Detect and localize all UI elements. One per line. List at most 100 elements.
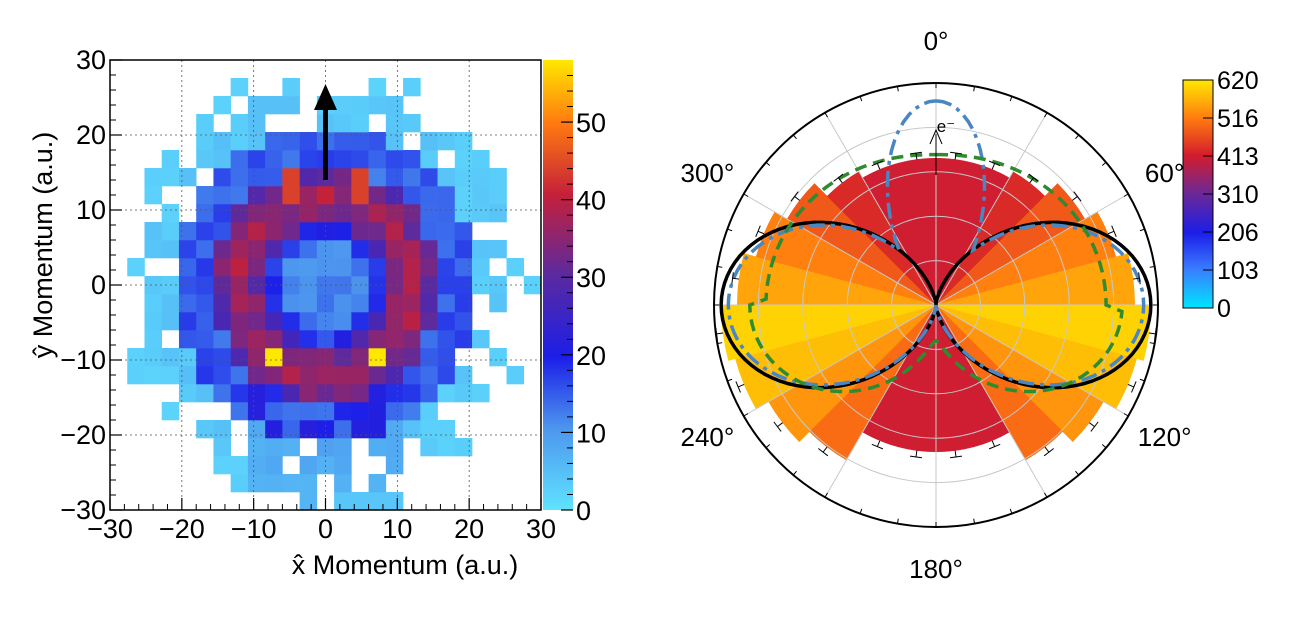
- heatmap-cell: [368, 420, 387, 439]
- heatmap-cell: [385, 240, 404, 259]
- colorbar-2-ticks: 0 103 206 310 413 516 620: [1203, 67, 1259, 323]
- heatmap-cell: [454, 204, 473, 223]
- heatmap-cell: [385, 132, 404, 151]
- heatmap-cell: [472, 330, 490, 349]
- heatmap-cell: [334, 204, 352, 223]
- heatmap-cell: [178, 384, 197, 403]
- x-axis-label: x̂ Momentum (a.u.): [292, 550, 519, 580]
- heatmap-cell: [282, 168, 300, 187]
- heatmap-cell: [213, 366, 231, 385]
- heatmap-cell: [420, 132, 438, 151]
- heatmap-cell: [316, 420, 335, 439]
- heatmap-cell: [489, 276, 507, 295]
- heatmap-cell: [247, 474, 266, 493]
- heatmap-cell: [247, 348, 266, 367]
- heatmap-cell: [265, 384, 283, 403]
- heatmap-cell: [385, 96, 404, 115]
- heatmap-cell: [420, 294, 438, 313]
- heatmap-cell: [282, 204, 300, 223]
- heatmap-cell: [213, 384, 231, 403]
- heatmap-cell: [299, 456, 318, 475]
- heatmap-cell: [282, 222, 300, 241]
- electron-arrow-head: [929, 128, 943, 145]
- heatmap-cell: [247, 402, 266, 421]
- heatmap-cell: [282, 330, 300, 349]
- heatmap-cell: [385, 348, 404, 367]
- heatmap-cell: [523, 276, 542, 295]
- error-bar-cap: [1073, 191, 1082, 202]
- heatmap-cell: [334, 240, 352, 259]
- heatmap-cell: [196, 330, 214, 349]
- heatmap-cell: [454, 150, 473, 169]
- heatmap-cell: [420, 276, 438, 295]
- heatmap-cell: [403, 240, 421, 259]
- error-bar: [794, 196, 800, 201]
- heatmap-cell: [144, 168, 163, 187]
- heatmap-cell: [437, 204, 456, 223]
- heatmap-cell: [247, 438, 266, 457]
- heatmap-cell: [178, 168, 197, 187]
- heatmap-cell: [247, 366, 266, 385]
- y-axis-label: ŷ Momentum (a.u.): [28, 132, 58, 359]
- heatmap-cell: [351, 312, 369, 331]
- heatmap-cell: [403, 330, 421, 349]
- y-tick-label: 0: [91, 270, 106, 300]
- heatmap-cell: [489, 348, 507, 367]
- heatmap-cell: [213, 186, 231, 205]
- heatmap-cell: [334, 294, 352, 313]
- heatmap-cell: [403, 366, 421, 385]
- heatmap-cell: [454, 258, 473, 277]
- heatmap-cell: [454, 222, 473, 241]
- heatmap-cell: [368, 96, 387, 115]
- heatmap-cell: [299, 222, 318, 241]
- heatmap-cell: [403, 186, 421, 205]
- heatmap-cell: [454, 276, 473, 295]
- heatmap-cell: [454, 294, 473, 313]
- polar-curve-dashed: [748, 152, 1124, 394]
- heatmap-cell: [403, 204, 421, 223]
- x-tick-label: 0: [318, 514, 333, 544]
- heatmap-cell: [299, 276, 318, 295]
- heatmap-cell: [230, 312, 249, 331]
- error-bar: [1044, 446, 1050, 453]
- heatmap-cell: [472, 258, 490, 277]
- heatmap-cell: [403, 294, 421, 313]
- heatmap-cell: [282, 438, 300, 457]
- x-tick-label: −10: [231, 514, 277, 544]
- polar-curve-dashdot: [726, 99, 1146, 387]
- heatmap-cell: [334, 420, 352, 439]
- error-bar: [777, 422, 783, 428]
- heatmap-cell: [334, 114, 352, 133]
- heatmap-cell: [230, 132, 249, 151]
- heatmap-cell: [230, 168, 249, 187]
- y-tick-label: −30: [60, 495, 106, 525]
- colorbar-1: [543, 60, 573, 510]
- y-tick-label: 10: [76, 195, 106, 225]
- colorbar-2-tick-label: 103: [1217, 257, 1259, 285]
- heatmap-cell: [420, 186, 438, 205]
- heatmap-cell: [299, 240, 318, 259]
- heatmap-cell: [368, 348, 387, 367]
- heatmap-cell: [437, 222, 456, 241]
- heatmap-cell: [420, 330, 438, 349]
- angle-labels: 0° 60° 120° 180° 240° 300°: [681, 26, 1192, 584]
- heatmap-cell: [247, 186, 266, 205]
- heatmap-cell: [213, 222, 231, 241]
- heatmap-cell: [196, 420, 214, 439]
- heatmap-cell: [247, 132, 266, 151]
- error-bar: [716, 332, 724, 335]
- heatmap-cell: [385, 330, 404, 349]
- heatmap-cell: [299, 294, 318, 313]
- heatmap-cell: [489, 204, 507, 223]
- heatmap-cell: [196, 132, 214, 151]
- heatmap-cell: [385, 402, 404, 421]
- heatmap-cell: [403, 420, 421, 439]
- heatmap-cell: [265, 420, 283, 439]
- heatmap-cell: [196, 384, 214, 403]
- heatmap-cell: [420, 312, 438, 331]
- heatmap-cell: [454, 366, 473, 385]
- heatmap-cell: [247, 150, 266, 169]
- heatmap-cell: [489, 168, 507, 187]
- heatmap-cell: [368, 258, 387, 277]
- heatmap-cell: [316, 438, 335, 457]
